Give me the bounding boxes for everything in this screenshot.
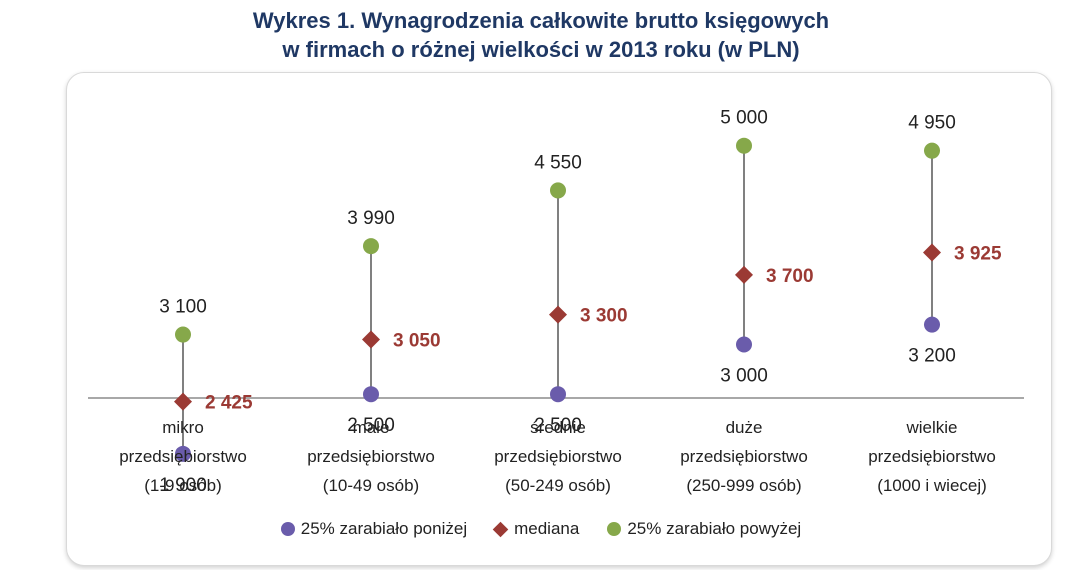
category-label: małe — [353, 418, 390, 437]
chart-title-line-1: Wykres 1. Wynagrodzenia całkowite brutto… — [252, 8, 830, 33]
data-label-high: 3 100 — [159, 297, 207, 318]
point-low — [550, 386, 566, 403]
point-low — [363, 386, 379, 403]
category-label: (10-49 osób) — [323, 476, 419, 495]
category-label: przedsiębiorstwo — [868, 447, 996, 466]
data-label-median: 2 425 — [205, 393, 253, 414]
category-label: (1000 i wiecej) — [877, 476, 987, 495]
category-label: wielkie — [905, 418, 957, 437]
category-label: średnie — [530, 418, 586, 437]
legend-item-median: mediana — [492, 519, 580, 539]
legend-label-high: 25% zarabiało powyżej — [627, 519, 802, 538]
category-label: (250-999 osób) — [686, 476, 801, 495]
data-label-high: 3 990 — [347, 208, 395, 229]
legend-item-high: 25% zarabiało powyżej — [607, 519, 801, 539]
chart-legend: 25% zarabiało poniżej mediana 25% zarabi… — [0, 519, 1082, 539]
legend-label-low: 25% zarabiało poniżej — [300, 519, 468, 538]
point-median — [549, 305, 567, 324]
point-high — [550, 182, 566, 199]
point-median — [923, 243, 941, 262]
legend-item-low: 25% zarabiało poniżej — [280, 519, 468, 539]
category-label: (50-249 osób) — [505, 476, 611, 495]
data-label-high: 5 000 — [720, 108, 768, 129]
point-median — [362, 330, 380, 349]
category-label: przedsiębiorstwo — [494, 447, 622, 466]
legend-marker-low — [280, 522, 295, 536]
data-label-low: 2 500 — [534, 415, 582, 436]
category-label: mikro — [162, 418, 204, 437]
category-label: (1-9 osób) — [144, 476, 221, 495]
point-high — [175, 326, 191, 343]
data-label-median: 3 925 — [954, 244, 1002, 265]
point-high — [736, 137, 752, 154]
data-label-median: 3 300 — [580, 306, 628, 327]
point-low — [736, 336, 752, 353]
point-high — [924, 142, 940, 159]
legend-marker-median — [492, 521, 509, 537]
category-label: przedsiębiorstwo — [119, 447, 247, 466]
data-label-high: 4 550 — [534, 152, 582, 173]
point-high — [363, 238, 379, 255]
data-label-median: 3 050 — [393, 331, 441, 352]
chart-title: Wykres 1. Wynagrodzenia całkowite brutto… — [0, 6, 1082, 64]
category-label: przedsiębiorstwo — [680, 447, 808, 466]
legend-label-median: mediana — [514, 519, 580, 538]
category-label: duże — [726, 418, 763, 437]
data-label-low: 2 500 — [347, 415, 395, 436]
data-label-high: 4 950 — [908, 113, 956, 134]
data-label-low: 1 900 — [159, 475, 207, 496]
chart-title-line-2: w firmach o różnej wielkości w 2013 roku… — [282, 37, 800, 62]
point-median — [174, 392, 192, 411]
point-low — [175, 445, 191, 462]
data-label-low: 3 200 — [908, 346, 956, 367]
point-low — [924, 316, 940, 333]
point-median — [735, 265, 753, 284]
legend-marker-high — [607, 522, 622, 536]
data-label-low: 3 000 — [720, 366, 768, 387]
category-label: przedsiębiorstwo — [307, 447, 435, 466]
data-label-median: 3 700 — [766, 266, 814, 287]
